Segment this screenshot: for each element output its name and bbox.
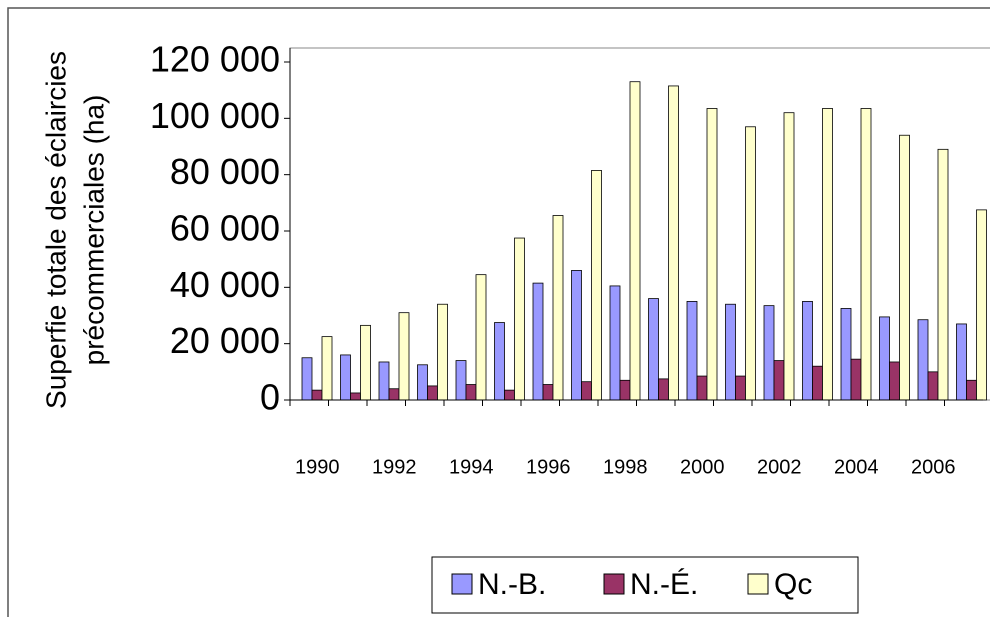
x-tick-label: 1998 [603, 456, 648, 478]
bar [745, 126, 756, 401]
bar [966, 379, 977, 401]
legend-label: N.-É. [630, 568, 698, 601]
bar [658, 378, 669, 401]
bar [504, 389, 515, 401]
bar [686, 301, 698, 401]
legend-swatch [451, 573, 473, 595]
bar [465, 384, 477, 401]
bar [648, 298, 659, 401]
bar [783, 112, 795, 401]
y-tick-label: 20 000 [170, 320, 280, 361]
x-tick-label: 2000 [680, 456, 725, 478]
bar [552, 215, 564, 401]
bar [571, 270, 582, 401]
bar [629, 81, 641, 401]
bar [417, 364, 428, 401]
bar [956, 323, 967, 401]
bar [542, 384, 554, 401]
bar [514, 237, 525, 401]
legend-box [431, 556, 859, 614]
legend-swatch [603, 573, 625, 595]
bar [532, 282, 544, 401]
bar [889, 361, 900, 401]
y-tick-label: 80 000 [170, 151, 280, 192]
bar [591, 170, 602, 401]
x-tick-label: 1996 [526, 456, 571, 478]
x-tick-label: 2002 [757, 456, 802, 478]
bar [696, 375, 708, 401]
bar [437, 303, 448, 401]
bar [609, 285, 621, 401]
y-tick-label: 100 000 [150, 95, 280, 136]
bar [899, 134, 910, 401]
bar [937, 148, 949, 401]
y-tick-label: 60 000 [170, 208, 280, 249]
bar [850, 358, 862, 401]
bar [378, 361, 390, 401]
bar [398, 312, 410, 401]
bar [725, 303, 736, 401]
bar [668, 85, 679, 401]
bar [581, 381, 592, 401]
y-axis-label: Superfie totale des éclaircies [40, 51, 71, 409]
bar [840, 308, 852, 401]
y-tick-label: 40 000 [170, 264, 280, 305]
bar [773, 360, 785, 401]
bar [763, 305, 775, 401]
legend-swatch [747, 573, 769, 595]
y-tick-label: 120 000 [150, 39, 280, 80]
x-tick-label: 2006 [911, 456, 956, 478]
chart-frame [7, 7, 990, 617]
bar [455, 360, 467, 401]
bar [388, 388, 400, 401]
bar [706, 108, 718, 401]
bar [822, 108, 833, 401]
legend-label: N.-B. [478, 568, 546, 601]
bar [427, 385, 438, 401]
bar [860, 108, 872, 401]
bar [812, 365, 823, 401]
bar [927, 371, 939, 401]
x-tick-label: 1990 [295, 456, 340, 478]
bar [340, 354, 351, 401]
bar [619, 379, 631, 401]
y-axis-label: précommerciales (ha) [78, 95, 109, 366]
bar [311, 389, 323, 401]
bar [301, 357, 313, 401]
y-tick-label: 0 [260, 377, 280, 418]
bar [360, 324, 371, 401]
bar [475, 274, 487, 401]
bar [802, 301, 813, 401]
x-tick-label: 1992 [372, 456, 417, 478]
bar [879, 316, 890, 401]
bar [494, 322, 505, 401]
x-tick-label: 2004 [834, 456, 879, 478]
bar [350, 392, 361, 401]
x-tick-label: 1994 [449, 456, 494, 478]
bar [735, 375, 746, 401]
legend-label: Qc [774, 568, 812, 601]
bar [321, 336, 333, 401]
bar [917, 319, 929, 401]
bar [976, 209, 987, 401]
